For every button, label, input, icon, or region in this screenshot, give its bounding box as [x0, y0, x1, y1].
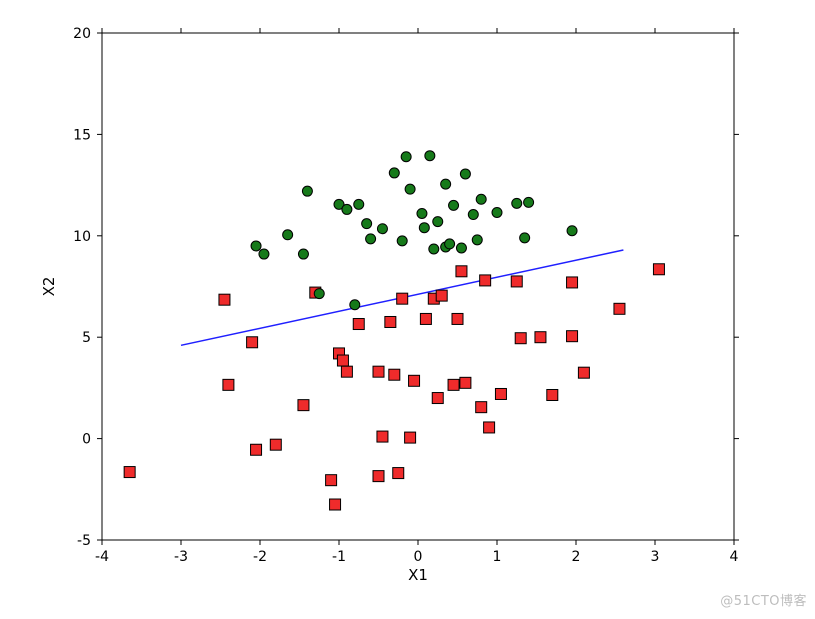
x-tick-label: 1: [493, 549, 502, 565]
watermark-text: @51CTO博客: [720, 590, 807, 609]
marker-square: [389, 369, 400, 380]
marker-square: [330, 499, 341, 510]
marker-square: [377, 431, 388, 442]
marker-circle: [456, 243, 466, 253]
marker-square: [337, 355, 348, 366]
marker-circle: [429, 244, 439, 254]
marker-square: [270, 439, 281, 450]
marker-square: [436, 290, 447, 301]
marker-square: [393, 468, 404, 479]
marker-square: [409, 375, 420, 386]
marker-circle: [342, 204, 352, 214]
marker-circle: [472, 235, 482, 245]
marker-circle: [366, 234, 376, 244]
marker-circle: [401, 152, 411, 162]
marker-square: [247, 337, 258, 348]
marker-square: [535, 332, 546, 343]
marker-square: [405, 432, 416, 443]
marker-square: [476, 402, 487, 413]
marker-square: [251, 444, 262, 455]
marker-circle: [441, 179, 451, 189]
marker-square: [124, 467, 135, 478]
marker-square: [511, 276, 522, 287]
marker-circle: [354, 199, 364, 209]
marker-circle: [419, 223, 429, 233]
x-tick-label: 4: [730, 549, 739, 565]
marker-square: [480, 275, 491, 286]
marker-circle: [362, 219, 372, 229]
y-tick-label: 20: [73, 26, 91, 42]
marker-square: [495, 388, 506, 399]
x-tick-label: 3: [651, 549, 660, 565]
marker-circle: [460, 169, 470, 179]
marker-circle: [397, 236, 407, 246]
y-tick-label: 5: [82, 330, 91, 346]
marker-square: [515, 333, 526, 344]
marker-square: [456, 266, 467, 277]
marker-circle: [445, 239, 455, 249]
marker-circle: [468, 210, 478, 220]
marker-circle: [405, 184, 415, 194]
y-tick-label: -5: [77, 533, 91, 549]
x-tick-label: -1: [332, 549, 346, 565]
marker-circle: [520, 233, 530, 243]
marker-square: [460, 377, 471, 388]
marker-circle: [524, 197, 534, 207]
y-axis-label: X2: [40, 277, 58, 297]
marker-square: [341, 366, 352, 377]
marker-square: [432, 393, 443, 404]
marker-square: [567, 277, 578, 288]
marker-square: [567, 331, 578, 342]
marker-circle: [302, 186, 312, 196]
marker-square: [397, 293, 408, 304]
marker-circle: [512, 198, 522, 208]
marker-circle: [425, 151, 435, 161]
x-tick-label: 2: [572, 549, 581, 565]
marker-circle: [377, 224, 387, 234]
marker-square: [484, 422, 495, 433]
marker-circle: [389, 168, 399, 178]
x-tick-label: -3: [174, 549, 188, 565]
marker-circle: [314, 289, 324, 299]
marker-square: [448, 379, 459, 390]
marker-circle: [417, 208, 427, 218]
marker-square: [578, 367, 589, 378]
marker-square: [326, 475, 337, 486]
marker-square: [373, 471, 384, 482]
marker-circle: [259, 249, 269, 259]
marker-square: [219, 294, 230, 305]
marker-square: [420, 313, 431, 324]
x-tick-label: -4: [95, 549, 109, 565]
marker-square: [385, 316, 396, 327]
marker-circle: [298, 249, 308, 259]
marker-circle: [251, 241, 261, 251]
marker-square: [614, 303, 625, 314]
marker-circle: [350, 300, 360, 310]
chart-svg: -4 -3 -2 -1 0 1 2 3 4 -5 0 5 10 15 20 X1 X2: [0, 0, 815, 615]
x-tick-label: 0: [414, 549, 423, 565]
y-tick-label: 10: [73, 229, 91, 245]
y-tick-label: 15: [73, 127, 91, 143]
marker-square: [452, 313, 463, 324]
marker-circle: [449, 200, 459, 210]
marker-circle: [492, 207, 502, 217]
marker-square: [223, 379, 234, 390]
marker-square: [653, 264, 664, 275]
marker-circle: [283, 230, 293, 240]
marker-square: [373, 366, 384, 377]
marker-square: [547, 389, 558, 400]
marker-square: [353, 319, 364, 330]
marker-circle: [476, 194, 486, 204]
x-axis-label: X1: [408, 566, 428, 584]
x-tick-label: -2: [253, 549, 267, 565]
marker-square: [298, 400, 309, 411]
marker-circle: [433, 217, 443, 227]
y-tick-label: 0: [82, 432, 91, 448]
scatter-chart: -4 -3 -2 -1 0 1 2 3 4 -5 0 5 10 15 20 X1 X2: [0, 0, 815, 615]
marker-circle: [567, 226, 577, 236]
